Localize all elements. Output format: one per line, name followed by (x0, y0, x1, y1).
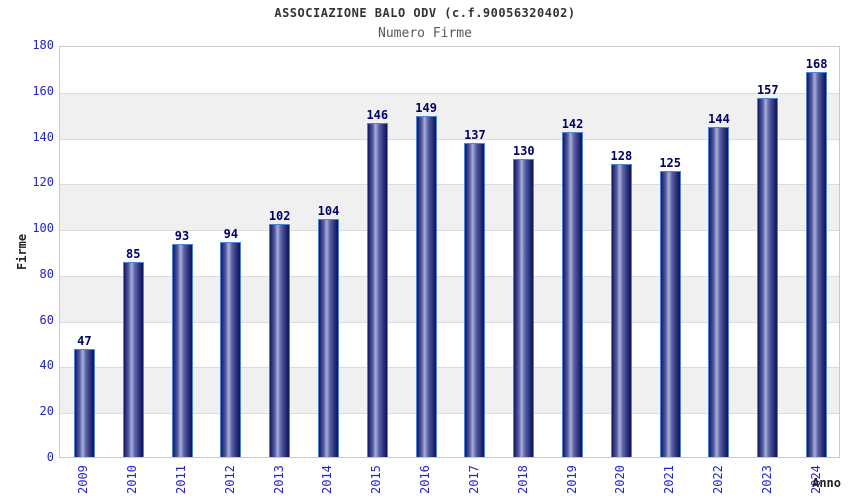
gridline (60, 138, 839, 140)
gridline (60, 92, 839, 94)
bar (317, 218, 339, 457)
bar-value-label: 93 (174, 229, 190, 244)
bar (806, 72, 828, 457)
x-tick-label: 2009 (76, 465, 91, 494)
bar-value-label: 94 (223, 226, 239, 241)
gridline (60, 230, 839, 232)
gridline (60, 321, 839, 323)
gridline (60, 367, 839, 369)
bar (708, 127, 730, 457)
y-tick-label: 100 (32, 221, 54, 236)
bar-value-label: 85 (125, 247, 141, 262)
bar (220, 241, 242, 457)
bar-value-label: 47 (77, 334, 92, 349)
y-tick-label: 20 (39, 404, 54, 419)
x-axis-title: Anno (812, 476, 841, 490)
x-tick-label: 2014 (320, 465, 335, 494)
y-tick-label: 40 (39, 358, 54, 373)
chart-subtitle: Numero Firme (378, 26, 472, 41)
bar (513, 159, 535, 457)
bar-value-label: 149 (415, 100, 437, 115)
bar-value-label: 157 (756, 82, 779, 97)
bar (415, 115, 437, 457)
bar (659, 170, 681, 457)
x-tick-label: 2012 (222, 465, 237, 494)
x-tick-label: 2015 (369, 465, 384, 494)
x-tick-label: 2023 (759, 465, 774, 494)
x-tick-label: 2010 (125, 465, 140, 494)
bar (73, 349, 95, 457)
bar-value-label: 130 (512, 144, 535, 159)
bar-value-label: 102 (268, 208, 291, 223)
bar (366, 122, 388, 457)
x-tick-label: 2020 (613, 465, 628, 494)
bar-value-label: 104 (317, 203, 340, 218)
x-tick-label: 2021 (662, 465, 677, 494)
x-tick-label: 2018 (515, 465, 530, 494)
y-tick-label: 160 (32, 83, 54, 98)
x-tick-label: 2022 (710, 465, 725, 494)
bar-value-label: 146 (366, 107, 389, 122)
plot-area: 47 85 93 94 102 104 146 149 137 130 142 128 125 144 15… (59, 46, 840, 458)
bar (269, 223, 291, 457)
y-tick-label: 120 (32, 175, 54, 190)
bar (171, 244, 193, 457)
bar (757, 97, 779, 457)
bar-value-label: 128 (610, 149, 633, 164)
bar (122, 262, 144, 457)
bar-value-label: 168 (805, 57, 828, 72)
gridline (60, 413, 839, 415)
x-tick-label: 2019 (564, 465, 579, 494)
bar (562, 131, 584, 457)
bar-value-label: 142 (561, 116, 584, 131)
y-axis-title: Firme (15, 233, 29, 270)
y-tick-label: 140 (32, 129, 54, 144)
x-tick-label: 2013 (271, 465, 286, 494)
y-tick-label: 0 (46, 450, 54, 464)
gridline (60, 275, 839, 277)
x-tick-label: 2016 (418, 465, 433, 494)
bar-value-label: 144 (708, 112, 730, 127)
bar (464, 143, 486, 457)
y-tick-label: 80 (39, 266, 54, 281)
bar-value-label: 125 (659, 155, 681, 170)
y-tick-label: 180 (32, 38, 54, 52)
bar-value-label: 137 (464, 128, 486, 143)
x-tick-label: 2017 (466, 465, 481, 494)
y-tick-label: 60 (39, 312, 54, 327)
x-tick-label: 2011 (174, 465, 189, 494)
gridline (60, 184, 839, 186)
chart-title: ASSOCIAZIONE BALO ODV (c.f.90056320402) (274, 6, 576, 20)
bar (610, 164, 632, 457)
